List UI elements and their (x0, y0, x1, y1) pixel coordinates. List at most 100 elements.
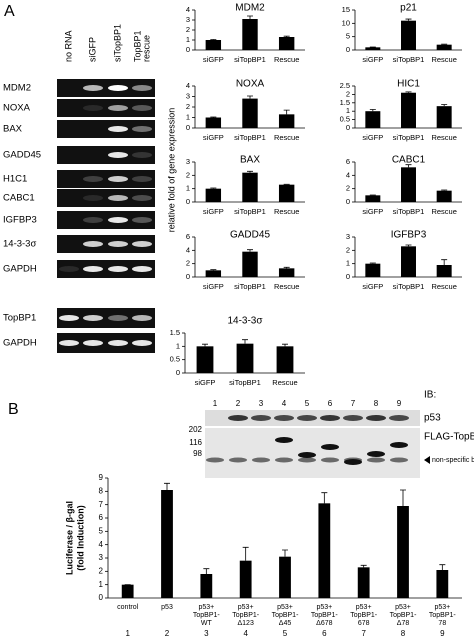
gel-band (108, 315, 128, 321)
blot-lane-number: 5 (305, 399, 310, 408)
y-tick-label: 2 (186, 259, 190, 268)
bar (365, 263, 381, 277)
blot-band (389, 415, 409, 421)
y-tick-label: 0 (186, 45, 190, 54)
y-tick-label: 1 (186, 112, 190, 121)
bar (205, 188, 222, 202)
blot-band (298, 457, 316, 463)
y-tick-label: 0 (346, 272, 350, 281)
row-label: TopBP1 (3, 313, 36, 324)
bar (279, 556, 291, 598)
y-tick-label: 0 (346, 45, 350, 54)
y-tick-label: 0 (186, 197, 190, 206)
lane-label: no RNA (63, 30, 73, 62)
error-bar (369, 262, 376, 264)
blot-lane-number: 4 (282, 399, 287, 408)
blot-band (343, 415, 363, 421)
y-tick-label: 7 (99, 500, 104, 509)
gel-band (108, 195, 128, 201)
y-tick-label: 0.5 (340, 115, 350, 124)
error-bar (441, 43, 448, 45)
x-tick-label: TopBP1- (193, 612, 221, 619)
x-tick-label: TopBP1- (272, 612, 300, 619)
error-bar (369, 109, 376, 112)
error-bar (247, 15, 253, 19)
bar (401, 246, 416, 277)
y-tick-label: 4 (99, 540, 104, 549)
blot-band (206, 457, 224, 463)
x-tick-label: siGFP (203, 207, 224, 216)
error-bar (210, 39, 217, 40)
blot-lane-number: 7 (351, 399, 356, 408)
gel-band (83, 105, 103, 111)
blot-band (321, 457, 339, 463)
error-bar (283, 266, 290, 269)
x-tick-label: p53+ (395, 604, 411, 611)
x-tick-label: Rescue (274, 133, 299, 142)
x-tick-label: siGFP (195, 378, 216, 387)
x-tick-label: siTopBP1 (229, 378, 261, 387)
bar (436, 44, 452, 50)
x-tick-label: p53 (161, 604, 173, 611)
y-tick-label: 0.5 (170, 355, 180, 364)
x-tick-label: p53+ (198, 604, 214, 611)
x-tick-label: siGFP (362, 207, 383, 216)
y-tick-label: 6 (186, 232, 190, 241)
y-tick-label: 0 (346, 123, 350, 132)
x-tick-label: 678 (358, 620, 370, 627)
x-tick-label: p53+ (434, 604, 450, 611)
blot-band (252, 457, 270, 463)
gel-band (132, 105, 152, 111)
bar (242, 251, 258, 277)
blot-band (229, 457, 247, 463)
error-bar (405, 164, 412, 168)
gel-band (132, 315, 152, 321)
blot-lane-number: 8 (374, 399, 379, 408)
error-bar (441, 104, 448, 107)
lane-number: 4 (243, 629, 248, 638)
y-tick-label: 0 (99, 593, 104, 602)
chart-title: CABC1 (392, 155, 426, 166)
gel-band (132, 195, 152, 201)
x-tick-label: p53+ (356, 604, 372, 611)
bar (365, 47, 381, 50)
error-bar (242, 339, 248, 344)
lane-number: 2 (165, 629, 170, 638)
x-tick-label: Rescue (274, 207, 299, 216)
bar (365, 195, 381, 202)
x-tick-label: siTopBP1 (234, 55, 266, 64)
y-tick-label: 3 (186, 91, 190, 100)
bar (276, 346, 294, 373)
chart-title: NOXA (236, 79, 265, 90)
blot-label: p53 (424, 413, 441, 424)
blot-lane-number: 2 (236, 399, 241, 408)
x-tick-label: siTopBP1 (234, 282, 266, 291)
gel-band (108, 152, 128, 158)
blot-band (367, 451, 385, 457)
row-label: CABC1 (3, 193, 35, 204)
y-tick-label: 4 (186, 5, 190, 14)
gel-band (132, 85, 152, 91)
y-tick-label: 4 (186, 81, 190, 90)
bar (278, 114, 295, 128)
bar (436, 190, 452, 202)
gel-lane (57, 235, 155, 253)
y-tick-label: 8 (99, 486, 104, 495)
bar (278, 268, 295, 277)
x-tick-label: Rescue (274, 282, 299, 291)
y-tick-label: 5 (99, 526, 104, 535)
x-tick-label: Rescue (274, 55, 299, 64)
blot-band (298, 452, 316, 458)
lane-number: 5 (283, 629, 288, 638)
lane-label: siGFP (87, 37, 97, 62)
note: non-specific band (432, 457, 474, 464)
bar (365, 111, 381, 128)
bar (436, 265, 452, 277)
error-bar (283, 35, 290, 37)
row-label: GAPDH (3, 264, 37, 275)
panel-label: B (8, 401, 19, 418)
x-tick-label: siGFP (203, 133, 224, 142)
error-bar (282, 343, 288, 347)
blot-band (251, 415, 271, 421)
